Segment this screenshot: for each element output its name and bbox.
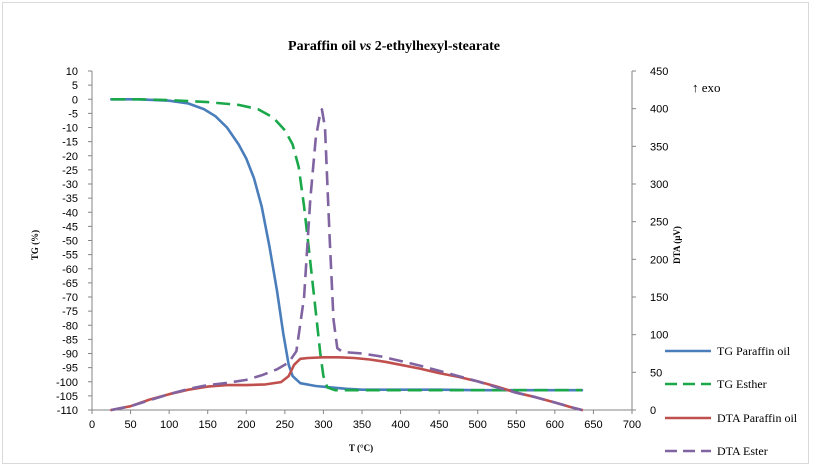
y-left-tick-label: 0 xyxy=(72,94,78,106)
y-right-tick-label: 200 xyxy=(650,254,668,266)
y-right-tick-label: 0 xyxy=(650,405,656,417)
legend-label-dta-paraffin-oil: DTA Paraffin oil xyxy=(717,411,798,425)
y-right-tick-label: 450 xyxy=(650,66,668,78)
series-line-tg-paraffin-oil xyxy=(110,98,584,392)
x-tick-label: 150 xyxy=(199,419,217,431)
x-tick-label: 50 xyxy=(124,419,136,431)
y-left-tick-label: -75 xyxy=(62,306,78,318)
y-left-tick-label: 5 xyxy=(72,80,78,92)
y-right-tick-label: 50 xyxy=(650,367,662,379)
x-tick-label: 500 xyxy=(469,419,487,431)
legend: TG Paraffin oil TG Esther DTA Paraffin oil… xyxy=(665,344,798,458)
y-left-tick-label: -110 xyxy=(57,405,78,417)
legend-label-tg-esther: TG Esther xyxy=(717,377,767,391)
y-left-tick-label: -95 xyxy=(62,363,78,375)
y-left-axis-label: TG (%) xyxy=(30,230,40,260)
y-left-tick-label: -20 xyxy=(62,151,78,163)
x-tick-label: 350 xyxy=(353,419,371,431)
y-left-tick-label: 10 xyxy=(66,66,78,78)
x-tick-label: 700 xyxy=(623,419,641,431)
y-left-tick-label: -15 xyxy=(62,137,78,149)
x-tick-label: 0 xyxy=(89,419,95,431)
y-left-tick-label: -30 xyxy=(62,179,78,191)
y-left-tick-label: -100 xyxy=(56,377,78,389)
chart-frame xyxy=(2,2,809,464)
y-left-tick-label: -65 xyxy=(62,278,78,290)
x-tick-label: 450 xyxy=(430,419,448,431)
x-tick-label: 400 xyxy=(391,419,409,431)
legend-label-tg-paraffin-oil: TG Paraffin oil xyxy=(717,344,791,358)
x-tick-label: 300 xyxy=(314,419,332,431)
y-right-tick-label: 400 xyxy=(650,104,668,116)
x-tick-label: 250 xyxy=(276,419,294,431)
y-right-tick-label: 150 xyxy=(650,292,668,304)
series-line-dta-ester xyxy=(111,108,583,412)
y-left-tick-label: -10 xyxy=(62,123,78,135)
y-right-tick-label: 300 xyxy=(650,179,668,191)
y-left-tick-label: -40 xyxy=(62,207,78,219)
axes: 0 50 100 150 200 250 300 350 400 450 500 550 600 650 7… xyxy=(56,66,668,431)
x-axis-label: T (°C) xyxy=(349,443,373,453)
y-left-tick-label: -85 xyxy=(62,334,78,346)
y-right-tick-label: 250 xyxy=(650,217,668,229)
series-layer xyxy=(110,98,584,412)
y-left-tick-label: -35 xyxy=(62,193,78,205)
x-tick-label: 600 xyxy=(546,419,564,431)
y-right-tick-label: 100 xyxy=(650,330,668,342)
x-tick-label: 200 xyxy=(237,419,255,431)
y-left-tick-label: -5 xyxy=(68,108,78,120)
y-left-tick-label: -50 xyxy=(62,236,78,248)
x-tick-label: 550 xyxy=(507,419,525,431)
y-right-axis-label: DTA (µV) xyxy=(672,226,682,264)
y-left-tick-label: -25 xyxy=(62,165,78,177)
y-left-tick-label: -45 xyxy=(62,221,78,233)
y-right-tick-label: 350 xyxy=(650,141,668,153)
legend-label-dta-ester: DTA Ester xyxy=(717,444,768,458)
y-left-tick-label: -70 xyxy=(62,292,78,304)
x-tick-label: 100 xyxy=(160,419,178,431)
y-left-tick-label: -90 xyxy=(62,349,78,361)
exo-annotation: ↑ exo xyxy=(692,80,721,95)
y-left-tick-label: -60 xyxy=(62,264,78,276)
chart-title: Paraffin oil vs 2-ethylhexyl-stearate xyxy=(288,39,500,54)
y-left-tick-label: -105 xyxy=(56,391,78,403)
series-line-dta-paraffin-oil xyxy=(110,355,584,412)
series-line-tg-esther xyxy=(111,98,582,392)
y-left-tick-label: -80 xyxy=(62,320,78,332)
y-left-tick-label: -55 xyxy=(62,250,78,262)
x-tick-label: 650 xyxy=(584,419,602,431)
